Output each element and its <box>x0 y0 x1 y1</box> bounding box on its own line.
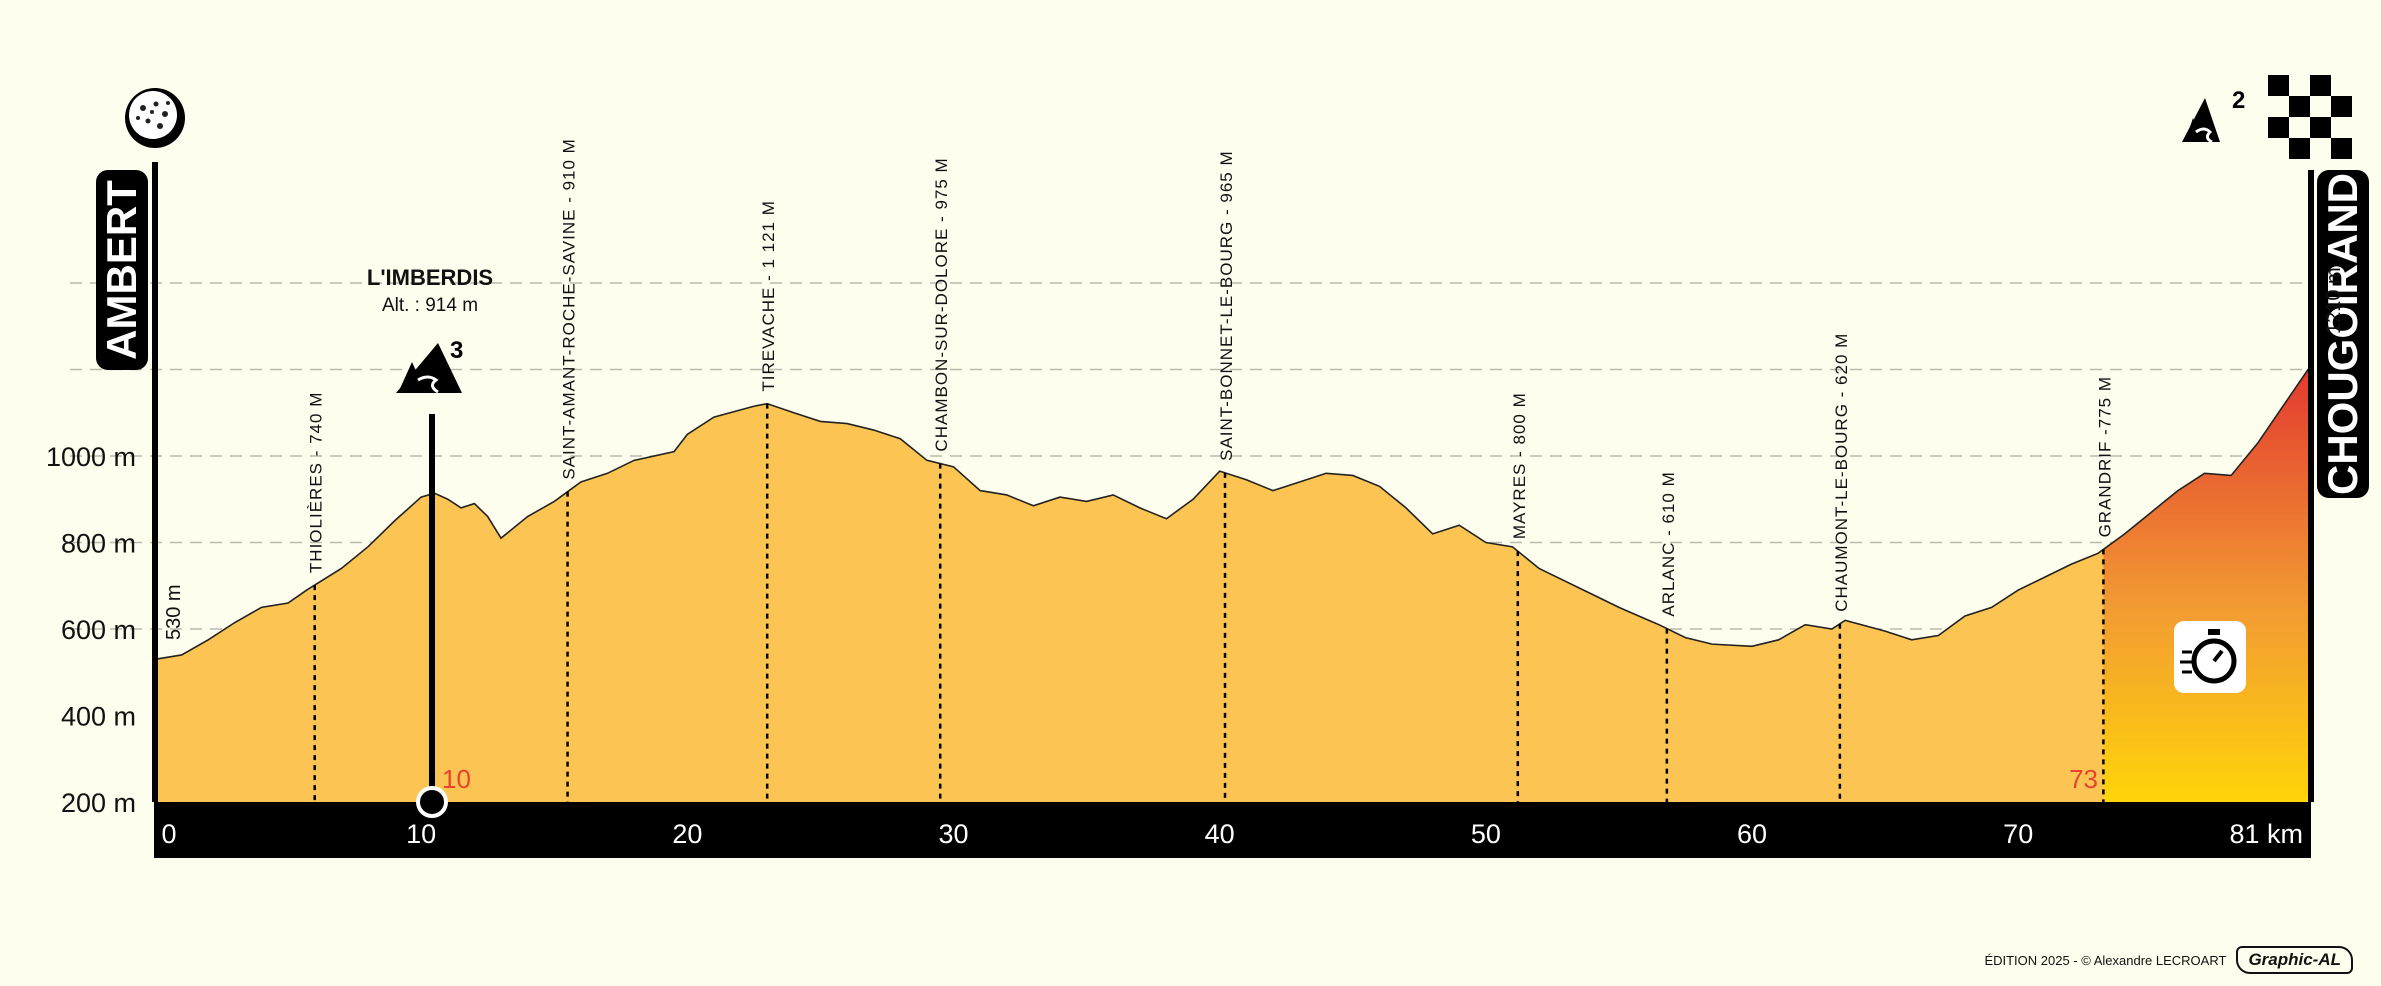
start-city-box <box>96 170 148 370</box>
credit-text: ÉDITION 2025 - © Alexandre LECROART <box>1984 952 2227 968</box>
flag-square <box>2310 75 2331 96</box>
location-marker-label: CHAUMONT-LE-BOURG - 620 M <box>1832 333 1851 612</box>
location-marker-label: THIOLIÈRES - 740 M <box>307 392 326 573</box>
flag-square <box>2331 96 2352 117</box>
km-axis-band <box>154 802 2311 858</box>
climb-km-label: 10 <box>442 764 471 794</box>
climb-category: 3 <box>450 337 463 364</box>
finish-city-label: CHOUGOIRAND <box>2319 173 2366 495</box>
credit-block: ÉDITION 2025 - © Alexandre LECROART Grap… <box>1984 946 2353 974</box>
profile-line <box>154 364 2312 661</box>
flag-square <box>2289 96 2310 117</box>
x-axis-ticks: 0 10 20 30 40 50 60 70 81 km <box>161 819 2303 849</box>
finish-climb-icon <box>2182 98 2220 144</box>
location-marker-label: CHAMBON-SUR-DOLORE - 975 M <box>932 157 951 451</box>
start-city-label: AMBERT <box>98 180 145 360</box>
finish-climb-category: 2 <box>2232 87 2245 114</box>
x-tick-label: 10 <box>406 819 436 849</box>
location-marker-label: TIREVACHE - 1 121 M <box>759 200 778 392</box>
flag-square <box>2310 117 2331 138</box>
x-tick-label: 40 <box>1205 819 1235 849</box>
x-tick-label: 81 km <box>2229 819 2303 849</box>
finish-altitude-label: 1210 m <box>2323 267 2345 334</box>
start-emblem <box>125 88 185 148</box>
y-tick-label: 200 m <box>61 788 136 818</box>
start-pole <box>152 162 158 802</box>
climb-name: L'IMBERDIS <box>367 265 493 290</box>
finish-flag-icon <box>2268 75 2352 159</box>
location-marker-label: SAINT-AMANT-ROCHE-SAVINE - 910 M <box>560 138 579 480</box>
y-tick-label: 600 m <box>61 615 136 645</box>
x-tick-label: 20 <box>672 819 702 849</box>
location-marker-label: ARLANC - 610 M <box>1659 471 1678 616</box>
profile-area-layer <box>154 364 2312 802</box>
y-tick-label: 800 m <box>61 529 136 559</box>
brand-logo: Graphic-AL <box>2236 946 2353 974</box>
x-tick-label: 60 <box>1737 819 1767 849</box>
flag-square <box>2268 75 2289 96</box>
stopwatch-icon <box>2174 621 2246 693</box>
location-markers: THIOLIÈRES - 740 M SAINT-AMANT-ROCHE-SAVI… <box>307 138 2114 802</box>
timed-km-label: 73 <box>2069 764 2098 794</box>
y-tick-label: 400 m <box>61 702 136 732</box>
location-marker-label: MAYRES - 800 M <box>1510 392 1529 539</box>
y-axis-ticks: 200 m 400 m 600 m 800 m 1000 m <box>46 442 136 818</box>
x-tick-label: 70 <box>2003 819 2033 849</box>
final-climb-area <box>2103 365 2311 802</box>
x-tick-label: 30 <box>938 819 968 849</box>
location-marker-label: GRANDRIF -775 M <box>2095 376 2114 537</box>
x-tick-label: 0 <box>161 819 176 849</box>
x-tick-label: 50 <box>1471 819 1501 849</box>
climb-km-dot <box>416 786 448 818</box>
profile-area <box>155 403 2104 802</box>
climb-mountain-icon <box>396 343 462 394</box>
location-marker-label: SAINT-BONNET-LE-BOURG - 965 M <box>1217 150 1236 461</box>
y-tick-label: 1000 m <box>46 442 136 472</box>
start-altitude-label: 530 m <box>163 584 185 640</box>
climb-pole <box>429 414 435 802</box>
finish-pole <box>2308 170 2314 802</box>
climb-altitude: Alt. : 914 m <box>382 295 478 316</box>
finish-city-box <box>2317 170 2369 498</box>
flag-square <box>2268 117 2289 138</box>
flag-square <box>2331 138 2352 159</box>
flag-square <box>2289 138 2310 159</box>
